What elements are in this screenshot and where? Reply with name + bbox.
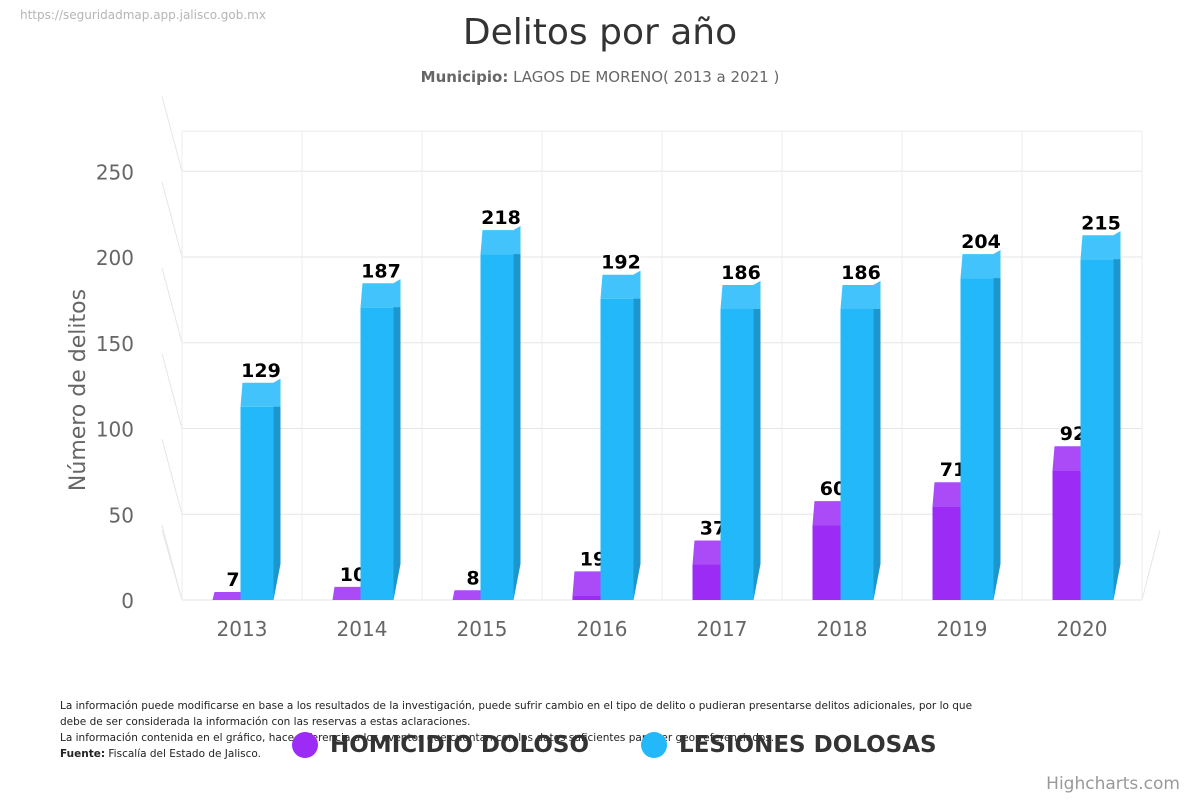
x-tick-label: 2020 [1057, 617, 1108, 641]
bar-lesiones [1080, 259, 1114, 600]
x-tick-label: 2013 [217, 617, 268, 641]
axis-depth-line [1141, 529, 1161, 601]
y-tick-label: 200 [96, 246, 134, 270]
y-tick-label: 50 [109, 503, 134, 527]
disclaimer-note: La información puede modificarse en base… [60, 698, 980, 762]
bar-side-1 [993, 250, 1001, 600]
data-label: 218 [481, 207, 521, 229]
y-tick-label: 100 [96, 418, 134, 442]
x-tick-label: 2019 [937, 617, 988, 641]
bar-homicidio [692, 564, 726, 600]
data-label: 7 [226, 569, 239, 591]
gridline-depth [161, 524, 183, 601]
bar-top-1 [480, 226, 521, 255]
data-label: 186 [721, 262, 761, 284]
legend-marker-icon [641, 732, 668, 758]
data-label: 129 [241, 360, 281, 382]
bar-top-1 [240, 378, 281, 407]
legend-item-lesiones[interactable]: LESIONES DOLOSAS [641, 732, 937, 758]
data-label: 192 [601, 252, 641, 274]
note-line-2: La información contenida en el gráfico, … [60, 732, 775, 744]
bar-lesiones [600, 298, 634, 600]
x-tick-label: 2017 [697, 617, 748, 641]
chart-title: Delitos por año [462, 12, 738, 53]
bar-side-1 [1113, 231, 1121, 600]
bar-side-1 [753, 281, 761, 600]
bar-top-1 [600, 270, 641, 299]
bar-side-1 [513, 226, 521, 600]
bar-lesiones [960, 278, 994, 600]
note-source: Fuente: Fiscalía del Estado de Jalisco. [60, 746, 980, 762]
bar-top-1 [960, 250, 1001, 279]
note-source-label: Fuente: [60, 748, 106, 760]
bar-side-1 [393, 279, 401, 600]
x-tick-label: 2016 [577, 617, 628, 641]
bar-lesiones [240, 406, 274, 600]
chart-subtitle: Municipio: LAGOS DE MORENO( 2013 a 2021 … [0, 68, 1200, 86]
bar-homicidio [812, 525, 846, 600]
bar-top-1 [840, 281, 881, 310]
gridline-depth [161, 181, 183, 258]
gridline-depth [161, 96, 183, 172]
y-tick-label: 0 [121, 589, 134, 613]
bar-side-1 [633, 270, 641, 600]
data-label: 215 [1081, 212, 1121, 234]
bar-lesiones [840, 309, 874, 600]
note-line-1: La información puede modificarse en base… [60, 700, 973, 728]
legend-marker-icon [292, 732, 318, 758]
y-tick-label: 250 [96, 160, 134, 184]
legend-label-homicidio: HOMICIDIO DOLOSO [330, 732, 590, 758]
y-axis-title: Número de delitos [66, 289, 91, 491]
bar-lesiones [480, 254, 514, 600]
legend-label-lesiones: LESIONES DOLOSAS [679, 732, 937, 758]
chart-legend: HOMICIDIO DOLOSO LESIONES DOLOSAS [292, 729, 937, 761]
data-label: 8 [466, 567, 479, 589]
bar-homicidio [572, 595, 606, 600]
note-source-value: Fiscalía del Estado de Jalisco. [108, 748, 261, 760]
data-label: 186 [841, 262, 881, 284]
highcharts-credits[interactable]: Highcharts.com [1046, 774, 1180, 794]
subtitle-label: Municipio: [420, 68, 509, 86]
subtitle-value: LAGOS DE MORENO( 2013 a 2021 ) [513, 68, 780, 86]
x-tick-label: 2018 [817, 617, 868, 641]
gridline-depth [161, 353, 183, 429]
bar-top-1 [1080, 231, 1121, 260]
bar-side-1 [873, 281, 881, 600]
bar-top-1 [360, 279, 401, 308]
source-url: https://seguridadmap.app.jalisco.gob.mx [20, 8, 266, 22]
x-tick-label: 2014 [337, 617, 388, 641]
bar-lesiones [720, 309, 754, 600]
legend-item-homicidio[interactable]: HOMICIDIO DOLOSO [292, 732, 589, 758]
data-label: 187 [361, 260, 401, 282]
y-tick-label: 150 [96, 332, 134, 356]
bar-lesiones [360, 307, 394, 600]
bar-homicidio [932, 506, 966, 600]
gridline-depth [161, 439, 183, 515]
bar-top-1 [720, 281, 761, 310]
bar-homicidio [1052, 470, 1086, 600]
x-tick-label: 2015 [457, 617, 508, 641]
data-label: 204 [961, 231, 1001, 253]
gridline-depth [161, 267, 183, 343]
bar-side-1 [273, 378, 281, 600]
